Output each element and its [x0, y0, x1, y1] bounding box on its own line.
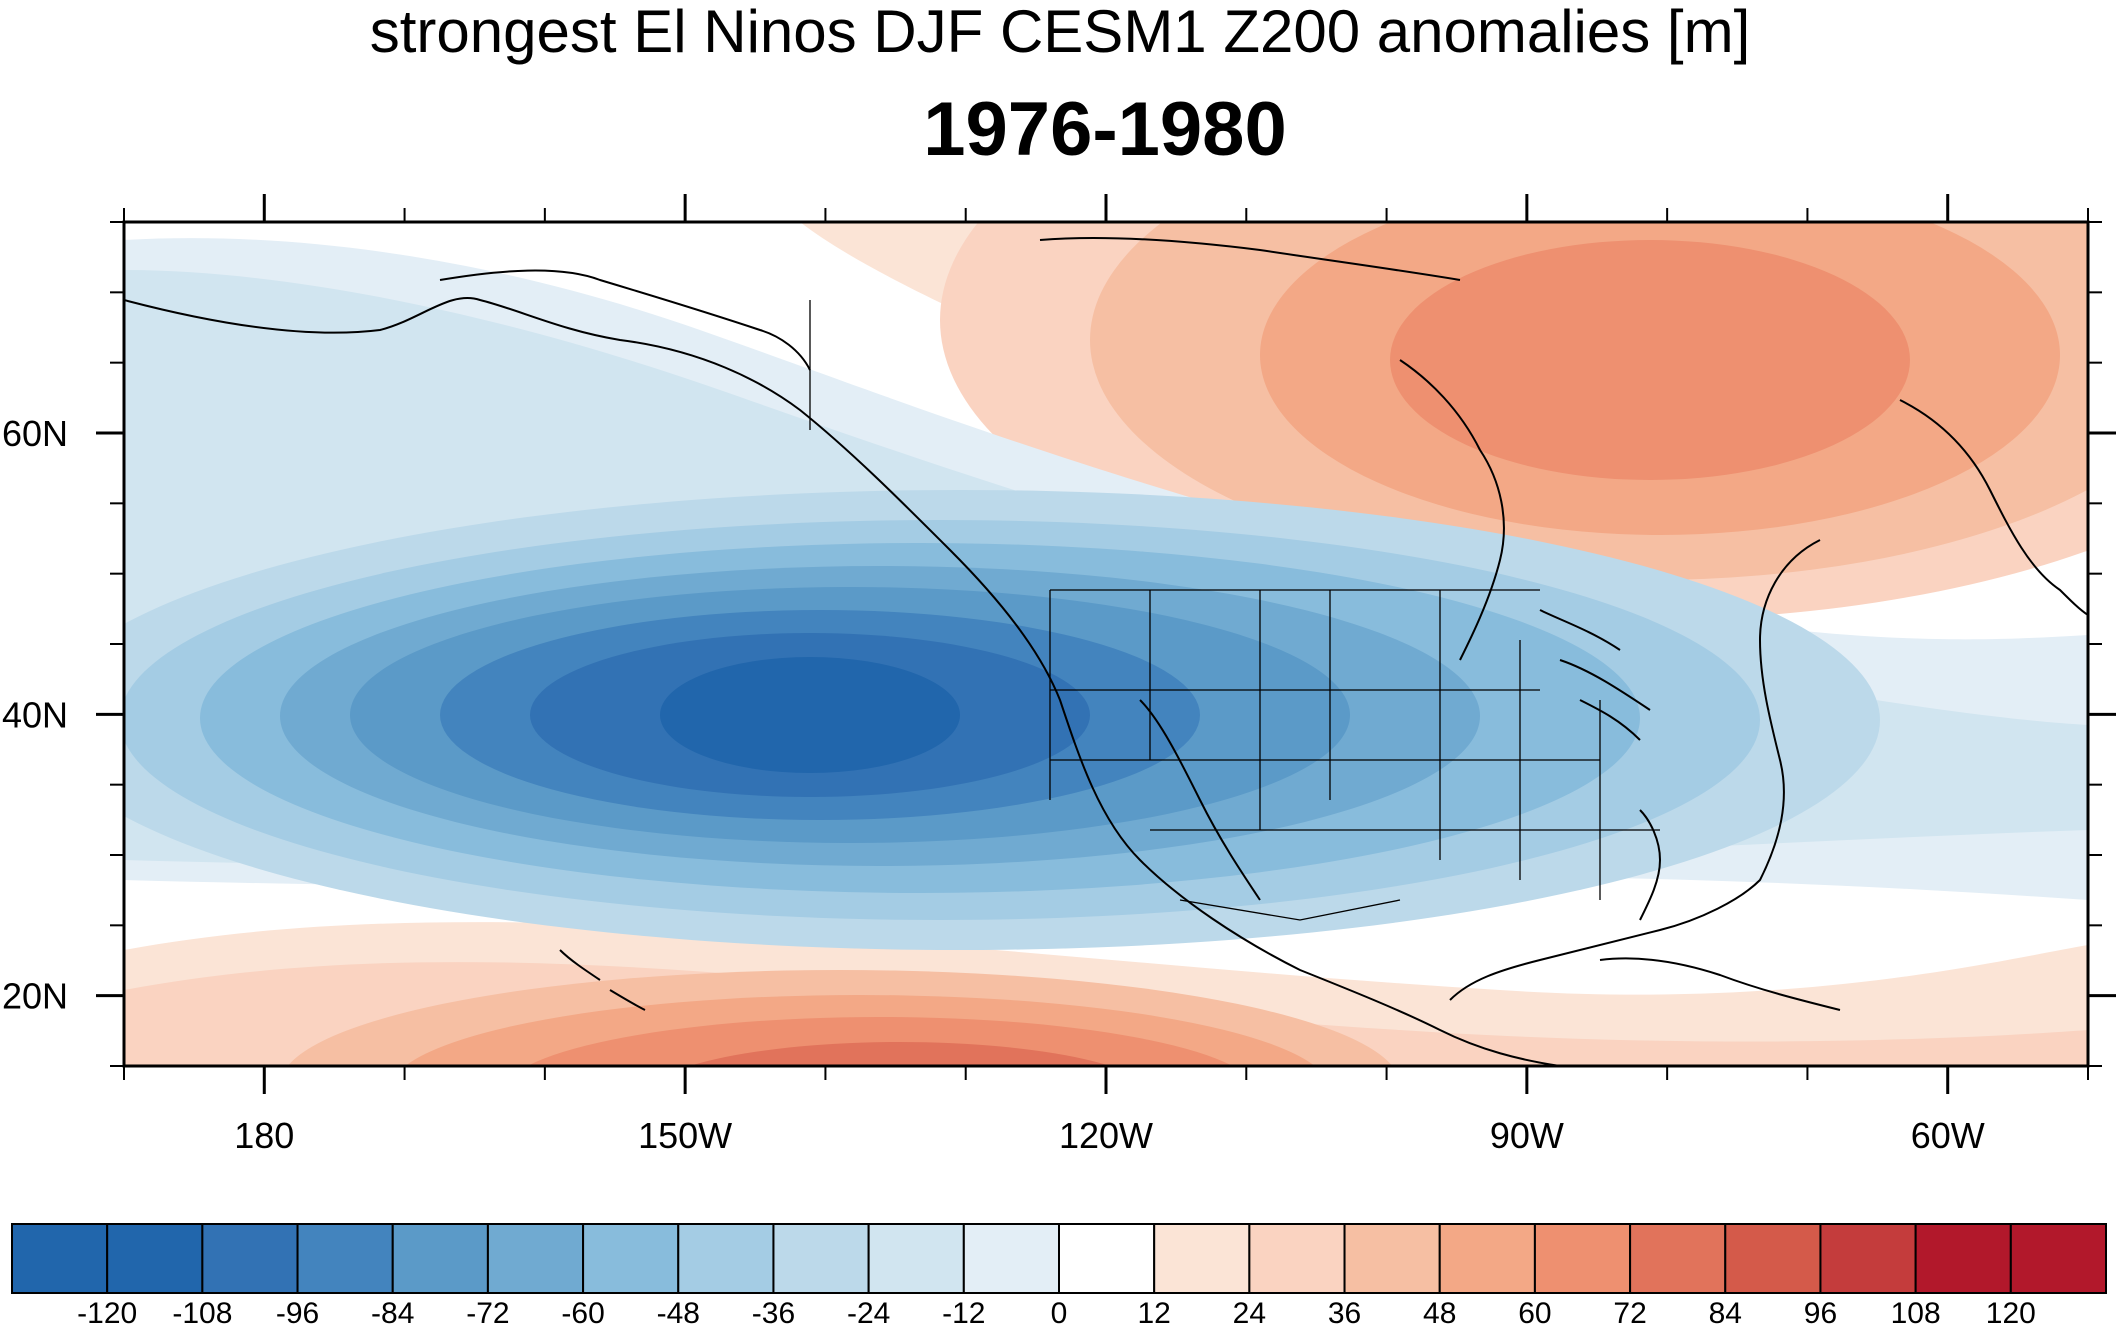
lon-tick-label: 60W — [1911, 1115, 1985, 1156]
colorbar-box — [1724, 1223, 1822, 1294]
colorbar-label: 96 — [1804, 1297, 1837, 1330]
lon-tick-label: 150W — [638, 1115, 732, 1156]
alaska-coastline — [439, 269, 811, 371]
lon-tick-label: 180 — [234, 1115, 294, 1156]
colorbar-label: 72 — [1613, 1297, 1646, 1330]
figure-subtitle: 1976-1980 — [923, 87, 1286, 172]
labrador-coastline — [1899, 399, 2088, 616]
colorbar-box — [391, 1223, 489, 1294]
colorbar-box — [201, 1223, 299, 1294]
colorbar-box — [1819, 1223, 1917, 1294]
colorbar-label: -48 — [657, 1297, 700, 1330]
colorbar-label: -96 — [276, 1297, 319, 1330]
colorbar-box — [1914, 1223, 2012, 1294]
colorbar-box — [1438, 1223, 1536, 1294]
west-coastline — [124, 297, 1561, 1066]
colorbar-box — [582, 1223, 680, 1294]
colorbar-label: -36 — [752, 1297, 795, 1330]
lat-tick-label: 40N — [2, 694, 68, 735]
coastlines — [124, 237, 2088, 1066]
colorbar-label: -72 — [466, 1297, 509, 1330]
colorbar: -120 -108 -96 -84 -72 -60 -48 -36 -24 -12 0 12 24 36 4… — [11, 1223, 2108, 1330]
colorbar-label: 108 — [1891, 1297, 1941, 1330]
map-panel — [124, 222, 2088, 1066]
pacific-low-contours — [124, 238, 2088, 950]
colorbar-box — [1058, 1223, 1156, 1294]
colorbar-box — [2009, 1223, 2108, 1294]
political-borders — [809, 300, 1660, 921]
cuba-coastline — [1599, 957, 1841, 1011]
latitude-axis: 20N 40N 60N — [2, 413, 2116, 1017]
colorbar-label: 60 — [1518, 1297, 1551, 1330]
colorbar-box — [1343, 1223, 1441, 1294]
subtropical-high-contours — [124, 922, 2088, 1066]
colorbar-label: 36 — [1328, 1297, 1361, 1330]
colorbar-label: 0 — [1051, 1297, 1068, 1330]
colorbar-label: -60 — [561, 1297, 604, 1330]
colorbar-label: -120 — [77, 1297, 137, 1330]
colorbar-box — [962, 1223, 1060, 1294]
lon-tick-label: 120W — [1059, 1115, 1153, 1156]
hawaii-outline — [559, 949, 646, 1011]
colorbar-label: 12 — [1137, 1297, 1170, 1330]
colorbar-label: -12 — [942, 1297, 985, 1330]
colorbar-box — [1533, 1223, 1632, 1294]
state-borders-vertical — [1049, 590, 1601, 900]
colorbar-label: 84 — [1709, 1297, 1742, 1330]
colorbar-box — [1629, 1223, 1727, 1294]
florida-coastline — [1639, 809, 1662, 921]
hudson-bay-coastline — [1399, 359, 1505, 661]
colorbar-box — [1248, 1223, 1346, 1294]
colorbar-box — [772, 1223, 870, 1294]
east-coastline — [1449, 539, 1821, 1001]
colorbar-box — [867, 1223, 965, 1294]
colorbar-box — [11, 1223, 109, 1294]
colorbar-label: 120 — [1986, 1297, 2036, 1330]
colorbar-box — [486, 1223, 585, 1294]
longitude-axis: 180 150W 120W 90W 60W — [234, 194, 1985, 1156]
lon-tick-label: 90W — [1490, 1115, 1564, 1156]
colorbar-box — [1153, 1223, 1251, 1294]
minor-ticks — [110, 208, 2102, 1080]
colorbar-box — [677, 1223, 775, 1294]
state-borders-horizontal — [1050, 689, 1660, 831]
baja-coastline — [1139, 699, 1261, 901]
colorbar-label: -24 — [847, 1297, 890, 1330]
arctic-coastline — [1039, 237, 1461, 281]
lat-tick-label: 20N — [2, 976, 68, 1017]
colorbar-label: 24 — [1233, 1297, 1266, 1330]
figure-title: strongest El Ninos DJF CESM1 Z200 anomal… — [370, 0, 1751, 65]
great-lakes-outline — [1539, 609, 1651, 741]
us-mexico-border — [1179, 899, 1401, 921]
colorbar-label: -84 — [371, 1297, 414, 1330]
lat-tick-label: 60N — [2, 413, 68, 454]
colorbar-box — [296, 1223, 394, 1294]
colorbar-label: 48 — [1423, 1297, 1456, 1330]
colorbar-label: -108 — [172, 1297, 232, 1330]
colorbar-box — [106, 1223, 204, 1294]
